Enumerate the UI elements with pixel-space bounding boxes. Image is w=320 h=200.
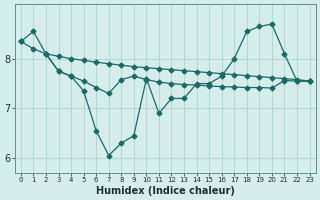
X-axis label: Humidex (Indice chaleur): Humidex (Indice chaleur): [96, 186, 235, 196]
